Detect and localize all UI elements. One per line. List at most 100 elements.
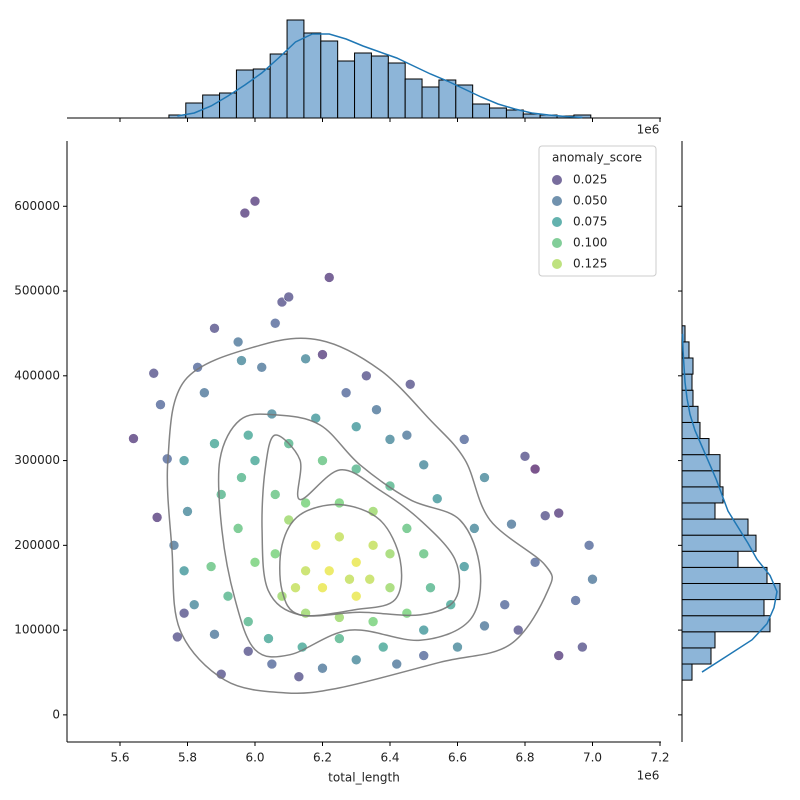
point (300, 607, 311, 619)
legend-label: 0.075 (573, 215, 607, 229)
y-tick-label: 0 (52, 707, 60, 721)
point (418, 459, 430, 471)
point (256, 362, 268, 373)
legend-label: 0.025 (573, 173, 607, 187)
hist-bar (404, 78, 423, 119)
point (506, 518, 517, 530)
hist-bar (681, 615, 771, 633)
hist-bar (489, 107, 507, 119)
hist-bar (681, 582, 781, 601)
hist-bar (387, 62, 406, 119)
point (128, 433, 139, 444)
point (570, 595, 581, 606)
hist-bar (438, 79, 457, 119)
kde-line (177, 33, 583, 119)
point (300, 565, 311, 577)
legend-marker (552, 238, 562, 248)
point (242, 429, 254, 441)
point (242, 645, 254, 657)
point (431, 493, 443, 505)
point (188, 599, 200, 610)
point (249, 195, 261, 207)
point (317, 455, 328, 466)
x-tick-label: 6.4 (380, 751, 399, 765)
hist-bar (421, 86, 440, 119)
point (168, 540, 180, 551)
point (300, 353, 311, 365)
point (404, 378, 416, 390)
hist-bar (472, 103, 491, 119)
hist-bar (370, 55, 389, 119)
x-offset-label: 1e6 (637, 769, 660, 783)
hist-bar (505, 109, 524, 119)
point (469, 523, 480, 534)
point (418, 624, 430, 636)
point (317, 349, 328, 360)
point (553, 507, 565, 519)
point (529, 463, 541, 475)
legend-label: 0.050 (573, 194, 607, 208)
point (236, 472, 247, 483)
legend-marker (552, 259, 562, 269)
legend-label: 0.125 (573, 257, 607, 271)
legend-title: anomaly_score (552, 151, 642, 165)
point (587, 573, 598, 585)
point (215, 489, 227, 500)
point (317, 662, 328, 674)
contour (279, 503, 403, 617)
hist-bar (681, 502, 716, 520)
hist-bar (522, 113, 541, 119)
point (529, 556, 541, 568)
x-tick-label: 6.8 (515, 751, 534, 765)
hist-bar (681, 631, 716, 649)
point (577, 641, 588, 653)
point (323, 272, 335, 283)
point (479, 620, 490, 632)
point (367, 616, 379, 627)
point (350, 654, 362, 666)
hist-bar (681, 486, 724, 504)
hist-bar (681, 454, 721, 472)
x-tick-label: 6.2 (313, 751, 332, 765)
point (239, 207, 251, 219)
legend-label: 0.100 (573, 236, 607, 250)
point (232, 336, 244, 348)
point (350, 590, 362, 602)
point (222, 590, 234, 602)
hist-bar (303, 32, 322, 119)
top-offset-label: 1e6 (637, 123, 660, 137)
point (344, 573, 355, 585)
point (425, 582, 436, 594)
hist-bar (235, 69, 254, 119)
point (155, 399, 166, 410)
x-tick-label: 5.8 (178, 751, 197, 765)
y-tick-label: 400000 (14, 368, 60, 382)
legend-marker (552, 175, 562, 185)
point (283, 291, 295, 303)
hist-bar (320, 40, 339, 119)
contour (261, 434, 461, 617)
point (317, 582, 328, 594)
hist-bar (681, 647, 712, 665)
point (266, 658, 278, 670)
x-tick-label: 7.2 (650, 751, 669, 765)
legend-marker (552, 217, 562, 227)
y-tick-label: 200000 (14, 538, 60, 552)
point (367, 540, 379, 551)
point (178, 455, 190, 466)
point (151, 512, 163, 523)
point (391, 658, 403, 670)
point (192, 362, 203, 373)
point (263, 633, 274, 644)
point (199, 387, 210, 399)
point (583, 540, 595, 551)
point (384, 548, 396, 560)
point (401, 523, 413, 534)
point (310, 540, 322, 551)
point (350, 556, 362, 568)
x-tick-label: 7.0 (583, 751, 602, 765)
x-tick-label: 6.6 (448, 751, 467, 765)
point (334, 633, 345, 644)
hist-bar (681, 566, 768, 584)
point (364, 573, 376, 585)
